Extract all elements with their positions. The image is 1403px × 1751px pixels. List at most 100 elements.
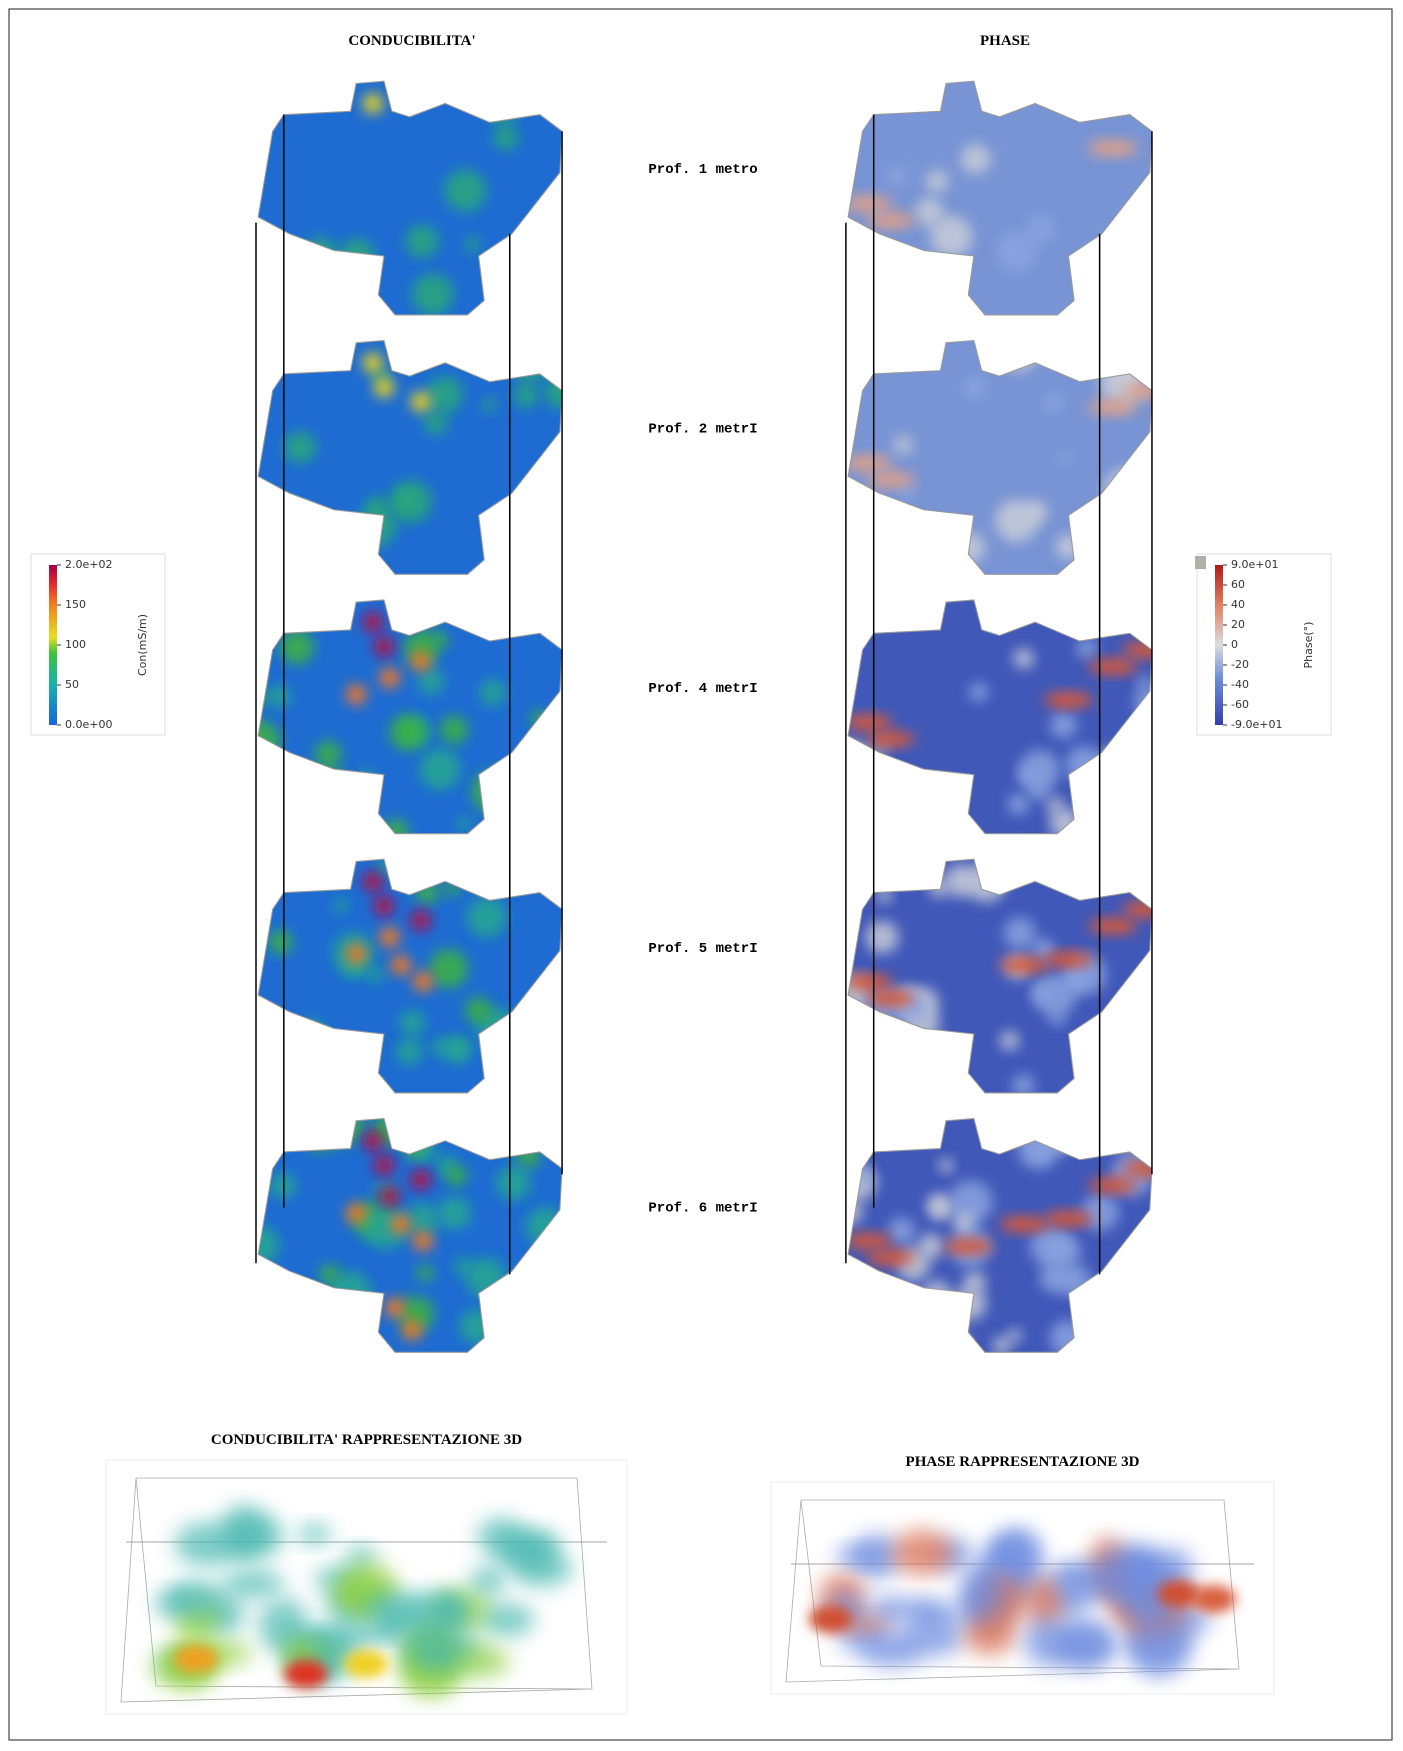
map-blob xyxy=(427,376,463,412)
map-blob xyxy=(355,506,396,547)
map-blob xyxy=(1014,648,1034,668)
map-blob xyxy=(1033,974,1076,1017)
map-blob xyxy=(438,1197,471,1230)
map-blob xyxy=(465,237,480,252)
map-blob xyxy=(513,383,538,408)
map-blob xyxy=(457,817,471,831)
map-blob xyxy=(995,1107,1026,1138)
map-fill xyxy=(836,1107,1170,1364)
map-blob xyxy=(270,1173,296,1199)
map-slice xyxy=(837,334,1171,585)
map-hotspot xyxy=(1044,952,1093,968)
map-hotspot xyxy=(346,1203,366,1223)
view-3d-blob xyxy=(299,1524,331,1545)
colorbar-tick-label: -60 xyxy=(1231,698,1249,711)
view-3d-title: CONDUCIBILITA' RAPPRESENTAZIONE 3D xyxy=(211,1432,522,1448)
map-hotspot xyxy=(363,93,383,113)
map-hotspot xyxy=(374,377,394,397)
map-blob xyxy=(530,1018,573,1061)
map-hotspot xyxy=(1044,692,1093,708)
map-blob xyxy=(939,1159,953,1173)
map-blob xyxy=(1104,468,1146,510)
map-blob xyxy=(360,768,374,782)
map-blob xyxy=(400,1010,425,1035)
map-blob xyxy=(416,881,439,904)
map-blob xyxy=(1008,1328,1022,1342)
map-blob xyxy=(937,265,961,289)
map-blob xyxy=(855,1166,874,1185)
map-blob xyxy=(921,1281,952,1312)
colorbar-tick-label: 50 xyxy=(65,678,79,691)
map-blob xyxy=(444,1036,472,1064)
map-blob xyxy=(319,1264,339,1284)
map-hotspot xyxy=(363,1131,383,1151)
map-blob xyxy=(417,1265,434,1282)
map-blob xyxy=(966,863,1006,903)
map-slice xyxy=(245,76,573,326)
map-blob xyxy=(459,1309,493,1343)
map-blob xyxy=(894,436,913,455)
map-blob xyxy=(318,865,333,880)
map-slice xyxy=(237,594,573,845)
map-blob xyxy=(954,533,985,564)
map-slice xyxy=(834,854,1171,1104)
map-blob xyxy=(396,1038,423,1065)
map-blob xyxy=(346,1052,364,1070)
map-blob xyxy=(1050,1320,1085,1355)
colorbar-tick-label: 100 xyxy=(65,638,86,651)
right-title: PHASE xyxy=(980,33,1030,49)
view-3d-blob xyxy=(452,1645,510,1677)
map-hotspot xyxy=(1089,659,1138,675)
map-hotspot xyxy=(999,957,1048,973)
colorbar-tick-label: 9.0e+01 xyxy=(1231,558,1278,571)
colorbar-gradient xyxy=(1215,565,1223,725)
map-hotspot xyxy=(1089,140,1138,156)
map-blob xyxy=(522,225,555,258)
map-hotspot xyxy=(346,684,366,704)
view-3d-blob xyxy=(411,1637,460,1672)
map-blob xyxy=(243,1129,276,1162)
view-3d-blob xyxy=(892,1530,952,1576)
map-blob xyxy=(237,720,280,763)
map-blob xyxy=(301,1302,325,1326)
map-hotspot xyxy=(1122,902,1171,918)
view-3d-hotspot xyxy=(809,1605,853,1633)
map-blob xyxy=(897,791,936,830)
map-hotspot xyxy=(1044,1211,1093,1227)
map-blob xyxy=(516,1144,540,1168)
map-hotspot xyxy=(391,955,411,975)
map-blob xyxy=(1050,712,1077,739)
map-hotspot xyxy=(944,1239,993,1255)
view-3d-blob xyxy=(911,1603,963,1634)
map-hotspot xyxy=(411,392,431,412)
map-hotspot xyxy=(1089,1178,1138,1194)
map-blob xyxy=(1030,1226,1070,1266)
map-blob xyxy=(515,354,544,383)
map-blob xyxy=(508,527,550,569)
map-blob xyxy=(539,1075,554,1090)
view-3d-blob xyxy=(511,1551,572,1586)
view-3d-blob xyxy=(166,1580,223,1618)
map-blob xyxy=(953,1212,975,1234)
map-blob xyxy=(472,771,514,813)
map-hotspot xyxy=(380,668,400,688)
colorbar-tick-label: 150 xyxy=(65,598,86,611)
map-blob xyxy=(406,1203,439,1236)
map-hotspot xyxy=(374,637,394,657)
map-blob xyxy=(440,716,468,744)
map-blob xyxy=(338,239,375,276)
view-3d-hotspot xyxy=(174,1645,218,1673)
view-3d-blob xyxy=(835,1546,887,1566)
colorbar: 2.0e+02150100500.0e+00Con(mS/m) xyxy=(31,554,165,735)
map-blob xyxy=(502,1127,525,1150)
map-blob xyxy=(288,1285,311,1308)
map-blob xyxy=(885,165,907,187)
map-blob xyxy=(280,630,314,664)
map-blob xyxy=(1080,1303,1110,1333)
map-fill xyxy=(237,594,573,845)
map-hotspot xyxy=(413,972,433,992)
colorbar-tick-label: 40 xyxy=(1231,598,1245,611)
map-blob xyxy=(418,668,444,694)
map-hotspot xyxy=(411,910,431,930)
view-3d-blob xyxy=(470,1567,505,1596)
